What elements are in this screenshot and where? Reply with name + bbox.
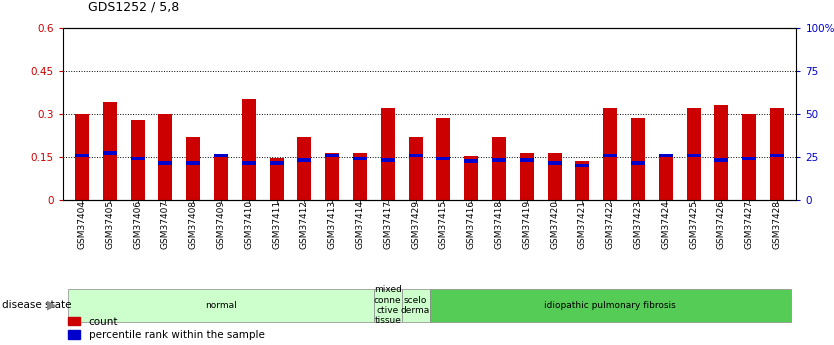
Text: GSM37424: GSM37424 <box>661 200 671 249</box>
Text: GSM37409: GSM37409 <box>217 200 225 249</box>
Bar <box>548 152 561 200</box>
Bar <box>603 154 617 157</box>
Bar <box>75 154 89 157</box>
Bar <box>242 99 256 200</box>
Text: GSM37426: GSM37426 <box>717 200 726 249</box>
Bar <box>520 158 534 162</box>
Bar <box>492 158 506 162</box>
Text: GSM37412: GSM37412 <box>300 200 309 249</box>
Text: GSM37410: GSM37410 <box>244 200 254 249</box>
Bar <box>548 161 561 165</box>
Bar <box>686 154 701 157</box>
Text: GSM37404: GSM37404 <box>78 200 87 249</box>
Bar <box>465 156 478 200</box>
Bar <box>269 161 284 165</box>
Text: normal: normal <box>205 301 237 310</box>
Bar <box>242 161 256 165</box>
Text: GSM37408: GSM37408 <box>188 200 198 249</box>
Text: scelo
derma: scelo derma <box>401 296 430 315</box>
Bar <box>603 108 617 200</box>
Text: idiopathic pulmonary fibrosis: idiopathic pulmonary fibrosis <box>545 301 676 310</box>
Bar <box>214 154 228 157</box>
Bar <box>186 161 200 165</box>
Bar <box>770 154 784 157</box>
Bar <box>715 105 728 200</box>
Bar <box>186 137 200 200</box>
Bar <box>575 164 590 167</box>
Text: GSM37420: GSM37420 <box>550 200 559 249</box>
Bar <box>103 102 117 200</box>
Bar <box>269 158 284 200</box>
Bar <box>575 161 590 200</box>
Text: GSM37418: GSM37418 <box>495 200 504 249</box>
Text: GSM37407: GSM37407 <box>161 200 170 249</box>
Bar <box>631 118 645 200</box>
Bar <box>131 120 144 200</box>
Bar <box>381 158 394 162</box>
Bar <box>770 108 784 200</box>
FancyBboxPatch shape <box>402 289 430 322</box>
Bar <box>75 114 89 200</box>
Bar <box>158 114 173 200</box>
Bar <box>465 159 478 163</box>
Bar <box>214 154 228 200</box>
Bar <box>409 137 423 200</box>
Bar <box>659 156 673 200</box>
Bar <box>492 137 506 200</box>
Bar <box>742 157 756 160</box>
Bar <box>298 158 311 162</box>
Bar <box>158 161 173 165</box>
Text: GDS1252 / 5,8: GDS1252 / 5,8 <box>88 1 178 14</box>
Bar <box>325 152 339 200</box>
Text: GSM37419: GSM37419 <box>522 200 531 249</box>
Bar <box>409 154 423 157</box>
Bar <box>715 158 728 162</box>
Bar <box>686 108 701 200</box>
Text: GSM37422: GSM37422 <box>605 200 615 249</box>
Bar <box>381 108 394 200</box>
Text: GSM37417: GSM37417 <box>384 200 392 249</box>
Bar <box>631 161 645 165</box>
FancyBboxPatch shape <box>68 289 374 322</box>
Text: mixed
conne
ctive
tissue: mixed conne ctive tissue <box>374 285 402 325</box>
Text: GSM37427: GSM37427 <box>745 200 754 249</box>
Bar <box>131 157 144 160</box>
Text: GSM37416: GSM37416 <box>467 200 475 249</box>
Text: GSM37414: GSM37414 <box>355 200 364 249</box>
Bar <box>103 151 117 155</box>
Text: GSM37425: GSM37425 <box>689 200 698 249</box>
FancyBboxPatch shape <box>374 289 402 322</box>
FancyBboxPatch shape <box>430 289 791 322</box>
Text: GSM37415: GSM37415 <box>439 200 448 249</box>
Bar <box>742 114 756 200</box>
Bar <box>436 157 450 160</box>
Text: GSM37411: GSM37411 <box>272 200 281 249</box>
Text: ▶: ▶ <box>47 299 57 312</box>
Bar <box>436 118 450 200</box>
Bar <box>520 152 534 200</box>
Text: GSM37429: GSM37429 <box>411 200 420 249</box>
Bar <box>298 137 311 200</box>
Bar <box>325 154 339 157</box>
Text: GSM37413: GSM37413 <box>328 200 337 249</box>
Legend: count, percentile rank within the sample: count, percentile rank within the sample <box>68 317 264 340</box>
Bar <box>353 157 367 160</box>
Bar <box>659 154 673 157</box>
Bar <box>353 152 367 200</box>
Text: GSM37428: GSM37428 <box>772 200 781 249</box>
Text: GSM37423: GSM37423 <box>634 200 642 249</box>
Text: GSM37406: GSM37406 <box>133 200 142 249</box>
Text: disease state: disease state <box>2 300 71 310</box>
Text: GSM37421: GSM37421 <box>578 200 587 249</box>
Text: GSM37405: GSM37405 <box>105 200 114 249</box>
